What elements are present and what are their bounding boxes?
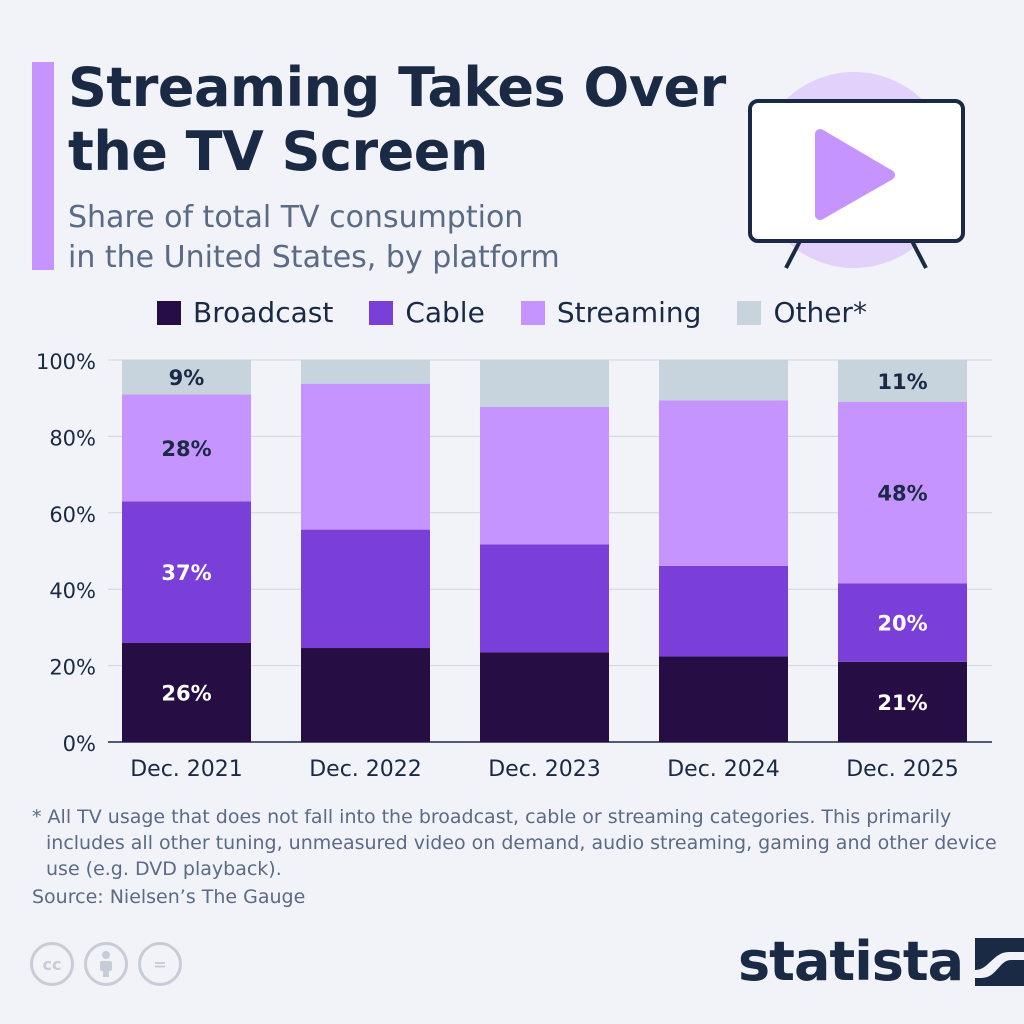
statista-logo-icon [975,937,1024,986]
tv-play-icon [748,72,965,269]
y-tick-label: 40% [49,579,96,603]
bar-segment [301,360,430,384]
legend-swatch-streaming [520,300,545,325]
license-icons: cc = [30,942,182,986]
data-label: 48% [877,482,927,506]
bar-segment [659,565,788,657]
bar-segment [122,360,251,395]
bar-segment [838,583,967,662]
x-tick-label: Dec. 2022 [309,757,422,780]
attribution-icon[interactable] [84,942,128,986]
title-accent-bar [32,62,54,270]
x-tick-label: Dec. 2021 [130,757,243,780]
data-label: 9% [169,366,205,390]
legend-swatch-cable [369,300,394,325]
data-label: 21% [877,691,927,715]
legend-label-broadcast: Broadcast [193,296,334,329]
footnote: * All TV usage that does not fall into t… [32,806,997,880]
data-label: 37% [161,561,211,585]
bar-segment [480,544,609,653]
data-label: 11% [877,370,927,394]
bar-segment [301,648,430,742]
x-tick-label: Dec. 2025 [846,757,959,780]
y-tick-label: 100% [36,350,96,374]
legend-label-streaming: Streaming [556,296,702,329]
y-tick-label: 20% [49,656,96,680]
data-label: 20% [877,612,927,636]
bar-segment [659,400,788,566]
bar-segment [122,642,251,742]
legend-item-streaming: Streaming [520,296,702,329]
bar-segment [122,501,251,643]
data-label: 28% [161,437,211,461]
y-tick-label: 60% [49,503,96,527]
legend-swatch-broadcast [157,300,182,325]
bar-segment [301,383,430,530]
bar-segment [480,652,609,742]
brand-name: statista [738,930,964,993]
source-note: Source: Nielsen’s The Gauge [32,886,306,908]
legend-item-broadcast: Broadcast [157,296,333,329]
cc-icon[interactable]: cc [30,942,74,986]
bar-segment [838,360,967,403]
page-subtitle: Share of total TV consumption in the Uni… [68,200,560,275]
bar-segment [838,661,967,742]
page-title: Streaming Takes Over the TV Screen [68,56,726,183]
bar-segment [480,406,609,545]
legend-swatch-other [737,300,762,325]
no-derivatives-icon[interactable]: = [138,942,182,986]
bar-segment [122,394,251,502]
bar-segment [659,656,788,742]
bar-segment [301,529,430,649]
stacked-bar-chart: 0% 20% 40% 60% 80% 100% 26% 37% 28% 9% Dec. 2021 De… [36,350,992,780]
chart-legend: Broadcast Cable Streaming Other* [0,296,1024,329]
legend-label-cable: Cable [405,296,485,329]
x-tick-label: Dec. 2023 [488,757,601,780]
bar-segment [659,360,788,401]
legend-item-other: Other* [737,296,867,329]
y-tick-label: 80% [49,426,96,450]
brand-logo[interactable]: statista [738,930,1024,993]
y-tick-label: 0% [63,732,96,756]
legend-item-cable: Cable [369,296,485,329]
bar-segment [838,402,967,584]
bar-segment [480,360,609,407]
x-tick-label: Dec. 2024 [667,757,780,780]
data-label: 26% [161,681,211,705]
legend-label-other: Other* [773,296,867,329]
